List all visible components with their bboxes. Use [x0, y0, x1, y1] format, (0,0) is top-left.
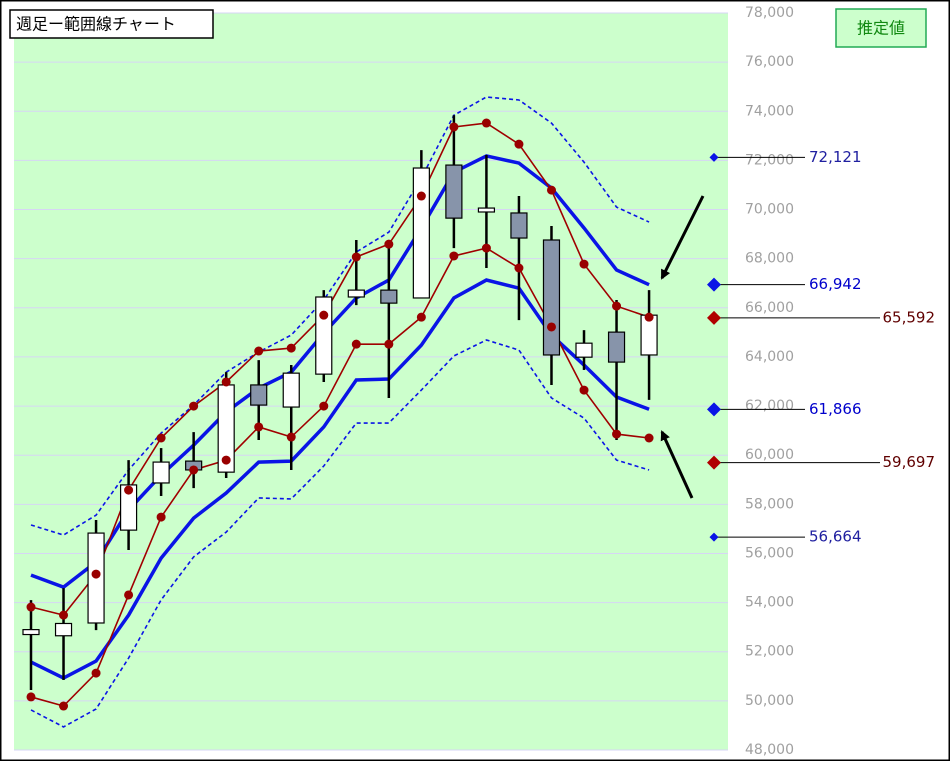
estimate-label: 66,942: [809, 275, 862, 293]
candle-body: [152, 461, 170, 484]
line-marker: [351, 339, 361, 349]
candle-body: [542, 239, 561, 356]
y-tick-label: 52,000: [745, 644, 794, 660]
y-tick-label: 64,000: [745, 349, 794, 365]
y-tick-label: 70,000: [745, 202, 794, 218]
line-marker: [644, 433, 654, 443]
line-marker: [221, 377, 231, 387]
candle-body: [282, 372, 300, 408]
candle-body: [477, 207, 496, 213]
estimate-label: 72,121: [809, 148, 862, 166]
line-marker: [514, 263, 524, 273]
range-line: [30, 339, 650, 728]
line-marker: [286, 343, 296, 353]
y-tick-label: 78,000: [745, 5, 794, 21]
y-tick-label: 54,000: [745, 595, 794, 611]
estimate-label: 56,664: [809, 528, 862, 546]
chart-title: 週足ー範囲線チャート: [16, 15, 176, 34]
arrow: [660, 195, 705, 280]
y-tick-label: 74,000: [745, 103, 794, 119]
line-marker: [546, 185, 556, 195]
line-marker: [449, 251, 459, 261]
candle-body: [607, 331, 626, 363]
estimate-marker: [709, 152, 719, 162]
line-marker: [189, 401, 199, 411]
candle-body: [575, 342, 593, 358]
y-tick-label: 48,000: [745, 742, 794, 758]
candle-body: [347, 289, 365, 298]
line-marker: [644, 312, 654, 322]
y-tick-label: 72,000: [745, 152, 794, 168]
plot-area: [14, 13, 728, 750]
line-marker: [91, 668, 101, 678]
estimate-label: 65,592: [883, 308, 936, 326]
line-marker: [481, 243, 491, 253]
title-box: [9, 9, 214, 39]
line-marker: [319, 401, 329, 411]
candle-body: [445, 164, 463, 219]
range-line: [30, 96, 650, 536]
line-marker: [156, 433, 166, 443]
range-line: [30, 122, 650, 617]
estimate-marker: [707, 277, 721, 292]
line-marker: [612, 429, 622, 439]
line-marker: [26, 602, 36, 612]
y-tick-label: 76,000: [745, 54, 794, 70]
line-marker: [449, 122, 459, 132]
candle-body: [250, 384, 268, 406]
y-tick-label: 62,000: [745, 398, 794, 414]
line-marker: [416, 312, 426, 322]
line-marker: [612, 301, 622, 311]
candle-body: [119, 484, 138, 531]
y-tick-label: 50,000: [745, 693, 794, 709]
line-marker: [59, 701, 69, 711]
line-marker: [59, 610, 69, 620]
line-marker: [286, 432, 296, 442]
candle-body: [22, 629, 40, 636]
line-marker: [384, 339, 394, 349]
line-marker: [481, 118, 491, 128]
line-marker: [514, 139, 524, 149]
estimate-marker: [709, 532, 719, 542]
line-marker: [124, 485, 134, 495]
estimate-label: 61,866: [809, 400, 862, 418]
y-tick-label: 58,000: [745, 496, 794, 512]
line-marker: [546, 322, 556, 332]
line-marker: [124, 590, 134, 600]
line-marker: [26, 692, 36, 702]
line-marker: [384, 239, 394, 249]
line-marker: [416, 191, 426, 201]
y-tick-label: 68,000: [745, 251, 794, 267]
estimate-marker: [707, 310, 721, 325]
line-marker: [91, 569, 101, 579]
line-marker: [351, 252, 361, 262]
estimate-box: [835, 8, 927, 48]
candle-body: [54, 622, 73, 637]
estimate-label: 59,697: [883, 453, 936, 471]
line-marker: [254, 346, 264, 356]
line-marker: [579, 385, 589, 395]
candle-body: [510, 212, 528, 239]
estimate-marker: [707, 402, 721, 417]
line-marker: [319, 310, 329, 320]
line-marker: [221, 455, 231, 465]
candle-body: [380, 289, 398, 304]
line-marker: [156, 512, 166, 522]
candle-body: [315, 296, 333, 375]
y-tick-label: 56,000: [745, 545, 794, 561]
line-marker: [254, 422, 264, 432]
arrow: [660, 430, 694, 499]
estimate-marker: [707, 455, 721, 470]
y-tick-label: 66,000: [745, 300, 794, 316]
estimate-title: 推定値: [857, 19, 905, 38]
candle-body: [412, 167, 430, 299]
line-marker: [189, 465, 199, 475]
line-marker: [579, 259, 589, 269]
y-tick-label: 60,000: [745, 447, 794, 463]
